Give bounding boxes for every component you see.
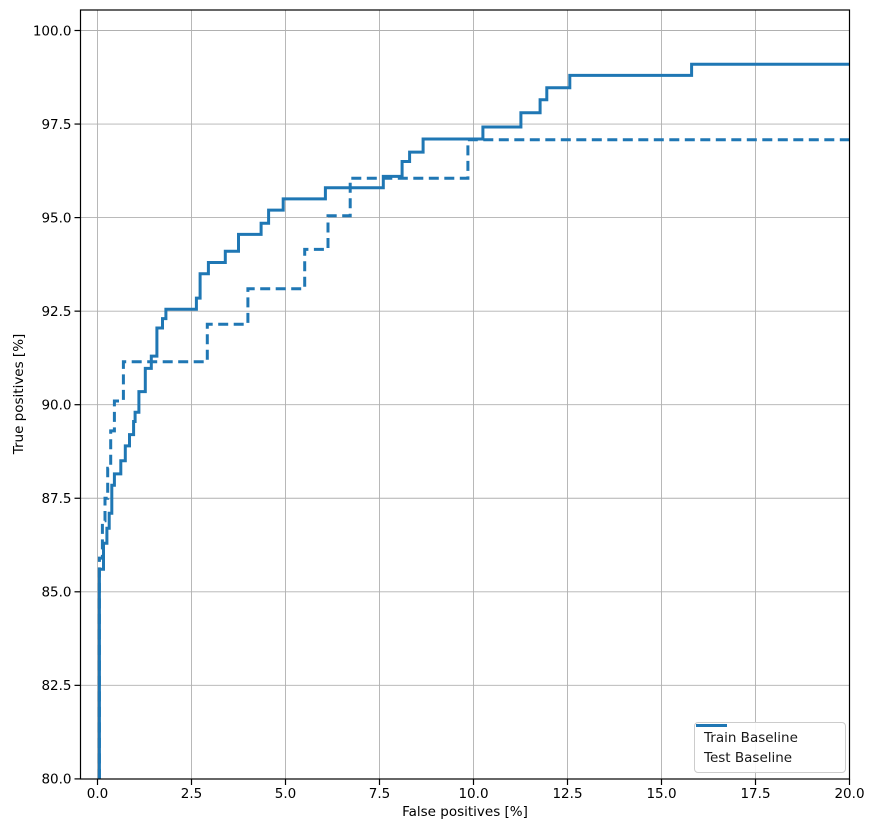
y-tick-label: 90.0 — [41, 398, 71, 414]
grid-lines — [80, 10, 850, 780]
legend-label-test: Test Baseline — [704, 749, 793, 766]
legend: Train Baseline Test Baseline — [694, 722, 846, 773]
x-axis-label: False positives [%] — [402, 804, 528, 820]
y-axis-label: True positives [%] — [11, 333, 27, 455]
test-baseline-curve — [97, 138, 850, 779]
legend-item-test: Test Baseline — [696, 724, 836, 766]
legend-label-train: Train Baseline — [704, 729, 798, 746]
tick-labels: 0.0 2.5 5.0 7.5 10.0 12.5 15.0 17.5 20.0 80.0 82.5… — [33, 23, 865, 802]
axes-spines — [79, 9, 851, 780]
train-baseline-curve — [97, 62, 850, 779]
axes-box — [79, 9, 851, 780]
x-tick-label: 2.5 — [181, 786, 202, 802]
x-tick-label: 12.5 — [552, 786, 582, 802]
y-tick-label: 80.0 — [41, 772, 71, 788]
y-tick-label: 82.5 — [41, 678, 71, 694]
y-tick-label: 85.0 — [41, 585, 71, 601]
legend-item-train: Train Baseline — [696, 724, 836, 746]
y-tick-label: 95.0 — [41, 210, 71, 226]
tick-marks — [74, 29, 851, 785]
x-tick-label: 5.0 — [275, 786, 296, 802]
test-line-sample-icon — [696, 724, 727, 727]
x-tick-label: 15.0 — [646, 786, 676, 802]
x-tick-label: 10.0 — [458, 786, 488, 802]
y-tick-label: 92.5 — [41, 304, 71, 320]
y-tick-label: 87.5 — [41, 491, 71, 507]
y-tick-label: 97.5 — [41, 117, 71, 133]
x-tick-label: 17.5 — [740, 786, 770, 802]
y-tick-label: 100.0 — [33, 23, 72, 39]
x-tick-label: 7.5 — [369, 786, 390, 802]
x-tick-label: 20.0 — [834, 786, 864, 802]
x-tick-label: 0.0 — [87, 786, 108, 802]
curves — [97, 62, 850, 779]
